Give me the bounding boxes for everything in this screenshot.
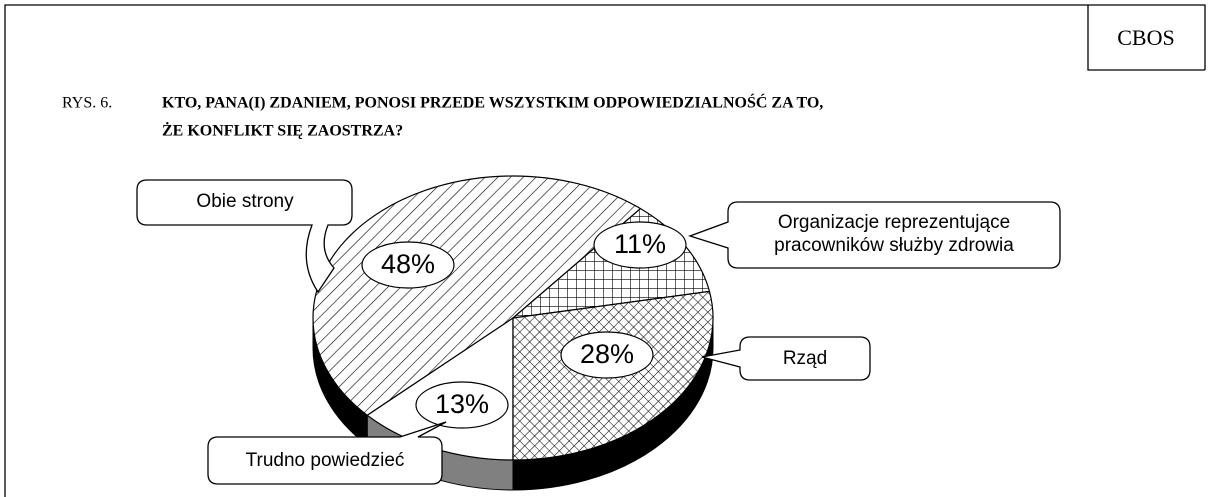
category-label: Trudno powiedzieć <box>246 450 405 471</box>
category-label: Rząd <box>783 348 827 369</box>
data-label: 11% <box>614 229 666 259</box>
pie: 13% 48% 11% 28% <box>312 175 714 491</box>
callout <box>136 179 353 294</box>
data-label: 13% <box>435 389 489 419</box>
label-bubble <box>361 241 455 289</box>
callout <box>207 421 447 485</box>
callout <box>701 336 871 381</box>
category-label: Organizacje reprezentujące pracowników s… <box>774 212 1014 256</box>
source-box <box>1087 5 1205 71</box>
figure-label: RYS. 6. <box>62 95 112 112</box>
data-label: 48% <box>381 249 435 279</box>
category-label-box: Organizacje reprezentujące pracowników s… <box>774 212 1014 256</box>
source: CBOS <box>1117 25 1174 50</box>
label-bubble <box>560 331 654 379</box>
label-bubble <box>593 221 687 269</box>
callout <box>687 201 1061 269</box>
slice <box>312 175 642 416</box>
label-bubble <box>415 381 509 429</box>
data-label: 28% <box>580 339 634 369</box>
frame <box>4 4 1206 497</box>
chart-title: ŻE KONFLIKT SIĘ ZAOSTRZA? <box>162 121 403 140</box>
category-label: Obie strony <box>196 191 294 212</box>
chart-title: KTO, PANA(I) ZDANIEM, PONOSI PRZEDE WSZY… <box>162 93 823 112</box>
